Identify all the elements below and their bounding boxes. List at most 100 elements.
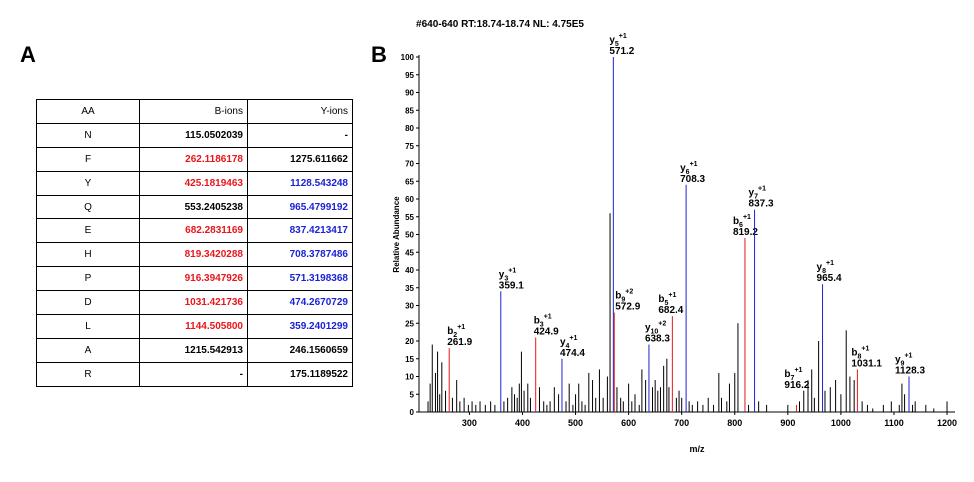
y-tick-label: 80 [405,124,414,133]
x-tick-label: 900 [780,418,795,428]
x-axis-label: m/z [689,444,705,454]
peak-mz-label: 424.9 [534,326,559,337]
y-tick-label: 95 [405,71,414,80]
cell-y-ion: 965.4799192 [247,195,353,220]
peak-ion-label: b9+2 [615,289,633,304]
cell-y-ion: 1275.611662 [247,147,353,172]
cell-y-ion: 1128.543248 [247,171,353,196]
y-tick-label: 70 [405,160,414,169]
cell-y-ion: 246.1560659 [247,338,353,363]
peak-ion-label: b6+1 [733,214,751,229]
cell-aa: N [36,123,140,148]
cell-aa: Q [36,195,140,220]
peak-ion-label: y5+1 [609,33,627,48]
x-tick-label: 400 [515,418,530,428]
panel-b-letter: B [371,42,387,67]
cell-y-ion: 571.3198368 [247,266,353,292]
panel-a-letter: A [20,42,36,67]
y-axis-label: Relative Abundance [392,196,401,273]
y-tick-label: 25 [405,319,414,328]
x-tick-label: 1200 [937,418,957,428]
x-tick-label: 1000 [831,418,851,428]
peak-mz-label: 682.4 [658,305,683,316]
cell-aa: E [36,218,140,244]
peak-mz-label: 638.3 [645,334,670,345]
x-tick-label: 600 [621,418,636,428]
y-tick-label: 5 [410,390,415,399]
y-tick-label: 20 [405,337,414,346]
y-tick-label: 10 [405,373,414,382]
peak-mz-label: 1031.1 [851,358,882,369]
table-row: Q 553.2405238 965.4799192 [36,195,353,220]
table-row: N 115.0502039- [36,123,353,148]
table-row: L 1144.505800 359.2401299 [36,314,353,339]
peak-ion-label: b8+1 [851,345,869,360]
cell-y-ion: 708.3787486 [247,242,353,268]
cell-b-ion: 115.0502039 [139,123,248,148]
y-tick-label: 45 [405,248,414,257]
fragment-ion-table: AA B-ions Y-ions N 115.0502039- F 262.11861… [36,99,353,387]
cell-aa: A [36,338,140,363]
y-tick-label: 75 [405,142,414,151]
peak-ion-label: y8+1 [817,260,835,275]
cell-b-ion: 262.1186178 [139,147,248,172]
y-tick-label: 100 [401,53,415,62]
x-tick-label: 700 [674,418,689,428]
peak-ion-label: y9+1 [895,353,913,368]
table-row: F 262.1186178 1275.611662 [36,147,353,172]
cell-aa: Y [36,171,140,196]
peak-mz-label: 819.2 [733,227,758,238]
peak-ion-label: b2+1 [447,324,465,339]
y-tick-label: 55 [405,213,414,222]
y-tick-label: 15 [405,355,414,364]
x-tick-label: 1100 [884,418,904,428]
cell-b-ion: - [139,362,248,387]
peak-mz-label: 571.2 [609,46,634,57]
y-tick-label: 60 [405,195,414,204]
cell-b-ion: 682.2831169 [139,218,248,244]
cell-b-ion: 916.3947926 [139,266,248,292]
peak-ion-label: y10+2 [645,321,666,336]
cell-aa: H [36,242,140,268]
y-tick-label: 35 [405,284,414,293]
column-header-y-ions: Y-ions [247,99,353,124]
cell-aa: L [36,314,140,339]
peak-mz-label: 916.2 [784,380,809,391]
x-tick-label: 800 [727,418,742,428]
cell-aa: D [36,290,140,316]
cell-b-ion: 425.1819463 [139,171,248,196]
cell-aa: F [36,147,140,172]
x-tick-label: 300 [462,418,477,428]
cell-b-ion: 553.2405238 [139,195,248,220]
peak-mz-label: 1128.3 [895,366,925,377]
peak-mz-label: 837.3 [749,199,774,210]
cell-y-ion: 837.4213417 [247,218,353,244]
cell-aa: P [36,266,140,292]
table-row: Y 425.1819463 1128.543248 [36,171,353,196]
table-row: P 916.3947926 571.3198368 [36,266,353,292]
y-tick-label: 65 [405,177,414,186]
cell-b-ion: 1215.542913 [139,338,248,363]
table-row: R - 175.1189522 [36,362,353,387]
peak-mz-label: 708.3 [680,174,705,185]
table-row: D 1031.421736 474.2670729 [36,290,353,316]
y-tick-label: 90 [405,89,414,98]
cell-y-ion: 359.2401299 [247,314,353,339]
peak-mz-label: 261.9 [447,337,472,348]
peak-mz-label: 474.4 [560,348,585,359]
y-tick-label: 85 [405,106,414,115]
peak-ion-label: b3+1 [534,313,552,328]
y-tick-label: 0 [410,408,415,417]
peak-ion-label: y3+1 [499,267,517,282]
cell-y-ion: - [247,123,353,148]
cell-b-ion: 819.3420288 [139,242,248,268]
peak-ion-label: b5+1 [658,292,676,307]
column-header-b-ions: B-ions [139,99,248,124]
peak-ion-label: y4+1 [560,335,578,350]
table-row: A 1215.542913 246.1560659 [36,338,353,363]
cell-b-ion: 1031.421736 [139,290,248,316]
y-tick-label: 40 [405,266,414,275]
peak-mz-label: 359.1 [499,280,524,291]
table-row: E 682.2831169 837.4213417 [36,218,353,244]
